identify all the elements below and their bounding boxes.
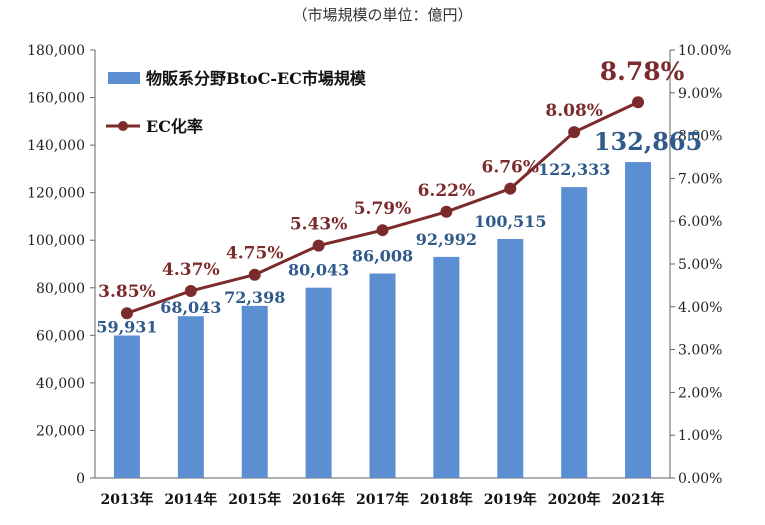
legend-line-marker	[118, 121, 128, 131]
bar	[241, 305, 268, 478]
x-tick-label: 2019年	[484, 491, 537, 508]
right-tick-label: 1.00%	[678, 428, 722, 444]
ec-rate-label: 4.75%	[226, 244, 284, 264]
right-tick-label: 9.00%	[678, 86, 722, 102]
right-tick-label: 4.00%	[678, 300, 722, 316]
bar	[625, 162, 652, 479]
bar-value-label: 86,008	[352, 246, 413, 265]
ec-rate-point	[632, 96, 645, 109]
bar-value-label: 100,515	[474, 212, 546, 231]
ec-rate-label: 8.78%	[600, 57, 685, 86]
ec-rate-point	[376, 224, 389, 237]
bar	[177, 316, 204, 478]
left-tick-label: 100,000	[27, 233, 85, 249]
ec-rate-label: 5.43%	[290, 215, 348, 235]
unit-note: （市場規模の単位：億円）	[292, 6, 473, 24]
left-tick-label: 40,000	[36, 376, 85, 392]
ec-rate-label: 6.22%	[418, 181, 476, 201]
ec-rate-label: 3.85%	[98, 282, 156, 302]
x-tick-label: 2015年	[228, 491, 281, 508]
left-tick-label: 80,000	[36, 281, 85, 297]
right-tick-label: 5.00%	[678, 257, 722, 273]
x-tick-label: 2013年	[100, 491, 153, 508]
bar-value-label: 92,992	[416, 230, 477, 249]
ec-rate-label: 5.79%	[354, 199, 412, 219]
legend-bar-label: 物販系分野BtoC-EC市場規模	[146, 69, 367, 88]
ec-rate-point	[440, 205, 453, 218]
ec-rate-point	[184, 284, 197, 297]
ec-rate-label: 4.37%	[162, 260, 220, 280]
bar-value-label: 122,333	[538, 160, 610, 179]
bar	[369, 273, 396, 478]
bar	[113, 335, 140, 478]
left-tick-label: 20,000	[36, 423, 85, 439]
ec-rate-label: 8.08%	[545, 101, 603, 121]
right-tick-label: 3.00%	[678, 343, 722, 359]
bar-value-label: 68,043	[160, 298, 221, 317]
x-tick-label: 2016年	[292, 491, 345, 508]
right-tick-label: 6.00%	[678, 214, 722, 230]
x-tick-label: 2020年	[548, 491, 601, 508]
right-tick-label: 7.00%	[678, 171, 722, 187]
x-tick-label: 2018年	[420, 491, 473, 508]
left-tick-label: 120,000	[27, 186, 85, 202]
left-tick-label: 180,000	[27, 43, 85, 59]
right-tick-label: 10.00%	[678, 43, 731, 59]
right-tick-label: 0.00%	[678, 471, 722, 487]
legend-bar-swatch	[108, 72, 140, 84]
bar	[561, 187, 588, 478]
ec-rate-point	[568, 126, 581, 139]
ec-rate-point	[312, 239, 325, 252]
left-tick-label: 140,000	[27, 138, 85, 154]
bar	[433, 256, 460, 478]
x-tick-label: 2014年	[164, 491, 217, 508]
left-tick-label: 0	[76, 471, 85, 487]
left-tick-label: 160,000	[27, 91, 85, 107]
legend-line-label: EC化率	[146, 117, 203, 136]
right-tick-label: 2.00%	[678, 385, 722, 401]
bar-value-label: 80,043	[288, 261, 349, 280]
x-tick-label: 2017年	[356, 491, 409, 508]
bar-value-label: 59,931	[96, 317, 157, 336]
left-tick-label: 60,000	[36, 328, 85, 344]
ec-rate-point	[120, 307, 133, 320]
bar-value-label: 132,865	[594, 127, 703, 156]
ec-rate-point	[248, 268, 261, 281]
x-tick-label: 2021年	[612, 491, 665, 508]
bar	[497, 238, 524, 478]
bar	[305, 287, 332, 478]
ec-rate-point	[504, 182, 517, 195]
ec-rate-label: 6.76%	[481, 158, 539, 178]
bar-value-label: 72,398	[224, 288, 285, 307]
right-tick-label: 8.00%	[678, 129, 722, 145]
